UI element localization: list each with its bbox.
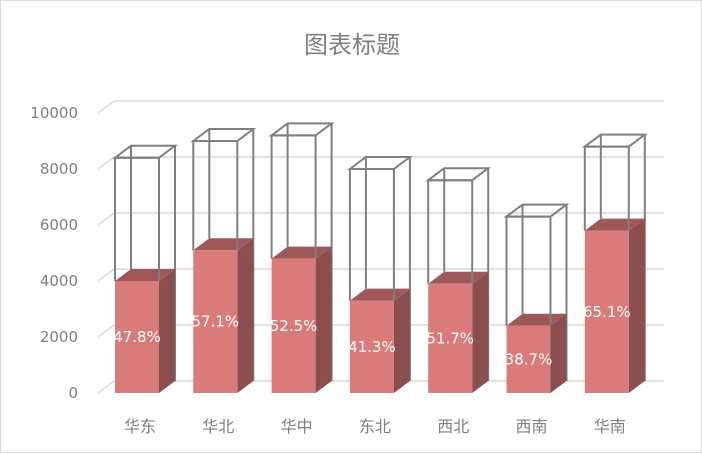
- y-tick-label: 10000: [30, 104, 78, 122]
- outline-top: [190, 128, 257, 142]
- bar-front: [506, 325, 551, 393]
- y-tick-label: 6000: [40, 216, 78, 234]
- gridline-depth: [97, 268, 115, 282]
- x-category-label: 华北: [202, 417, 234, 436]
- data-label: 47.8%: [113, 328, 161, 346]
- bar-group: 51.7%: [425, 167, 492, 393]
- outline-front: [583, 145, 630, 231]
- bar-front: [349, 300, 394, 393]
- data-label: 38.7%: [505, 350, 553, 368]
- bar-side: [159, 269, 175, 393]
- bar-front: [271, 258, 316, 393]
- x-category-label: 西南: [515, 417, 547, 436]
- x-category-label: 西北: [437, 417, 469, 436]
- data-label: 52.5%: [270, 317, 318, 335]
- bars: 47.8% 57.1% 52.5% 41.3% 51.7% 38.7% 65.1%: [112, 122, 648, 393]
- x-category-label: 华东: [124, 417, 156, 436]
- bar-group: 47.8%: [112, 144, 178, 393]
- outline-front: [505, 215, 552, 326]
- outline-top: [425, 167, 492, 182]
- data-label: 65.1%: [583, 303, 631, 321]
- bar-side: [393, 288, 410, 393]
- gridline-depth: [97, 156, 115, 170]
- bar-front: [115, 281, 159, 393]
- x-category-label: 华南: [594, 417, 626, 436]
- bar-group: 57.1%: [190, 128, 257, 393]
- bar-front: [193, 250, 238, 393]
- x-category-label: 华中: [281, 417, 313, 436]
- outline-top: [346, 156, 413, 170]
- data-label: 57.1%: [191, 313, 239, 331]
- outline-front: [348, 168, 395, 301]
- outline-front: [270, 134, 317, 259]
- gridline-depth: [97, 212, 115, 226]
- gridline-depth: [97, 324, 115, 338]
- bar-side: [472, 271, 489, 393]
- bar-side: [550, 313, 567, 393]
- outline-top: [112, 144, 178, 159]
- y-tick-label: 2000: [40, 328, 78, 346]
- bar-side: [315, 246, 332, 393]
- y-tick-label: 4000: [40, 272, 78, 290]
- y-tick-label: 0: [68, 384, 78, 402]
- x-category-label: 东北: [359, 417, 391, 436]
- chart-title: 图表标题: [304, 31, 400, 59]
- bar-front: [428, 283, 473, 393]
- gridline-depth: [97, 380, 115, 394]
- bar-group: 65.1%: [581, 133, 648, 393]
- bar-group: 38.7%: [503, 203, 570, 393]
- outline-front: [114, 156, 160, 281]
- bar-side: [628, 218, 645, 393]
- y-tick-label: 8000: [40, 160, 78, 178]
- x-axis-categories: 华东 华北 华中 东北 西北 西南 华南: [124, 417, 626, 436]
- data-label: 41.3%: [348, 338, 396, 356]
- bar-group: 41.3%: [346, 156, 413, 393]
- outline-top: [268, 122, 335, 137]
- outline-top: [581, 133, 648, 148]
- bar-group: 52.5%: [268, 122, 335, 393]
- outline-top: [503, 203, 570, 218]
- gridline-depth: [97, 100, 115, 114]
- bar-side: [237, 238, 254, 393]
- bar-front: [584, 230, 629, 393]
- y-axis-ticks: 0 2000 4000 6000 8000 10000: [30, 104, 78, 402]
- data-label: 51.7%: [426, 329, 474, 347]
